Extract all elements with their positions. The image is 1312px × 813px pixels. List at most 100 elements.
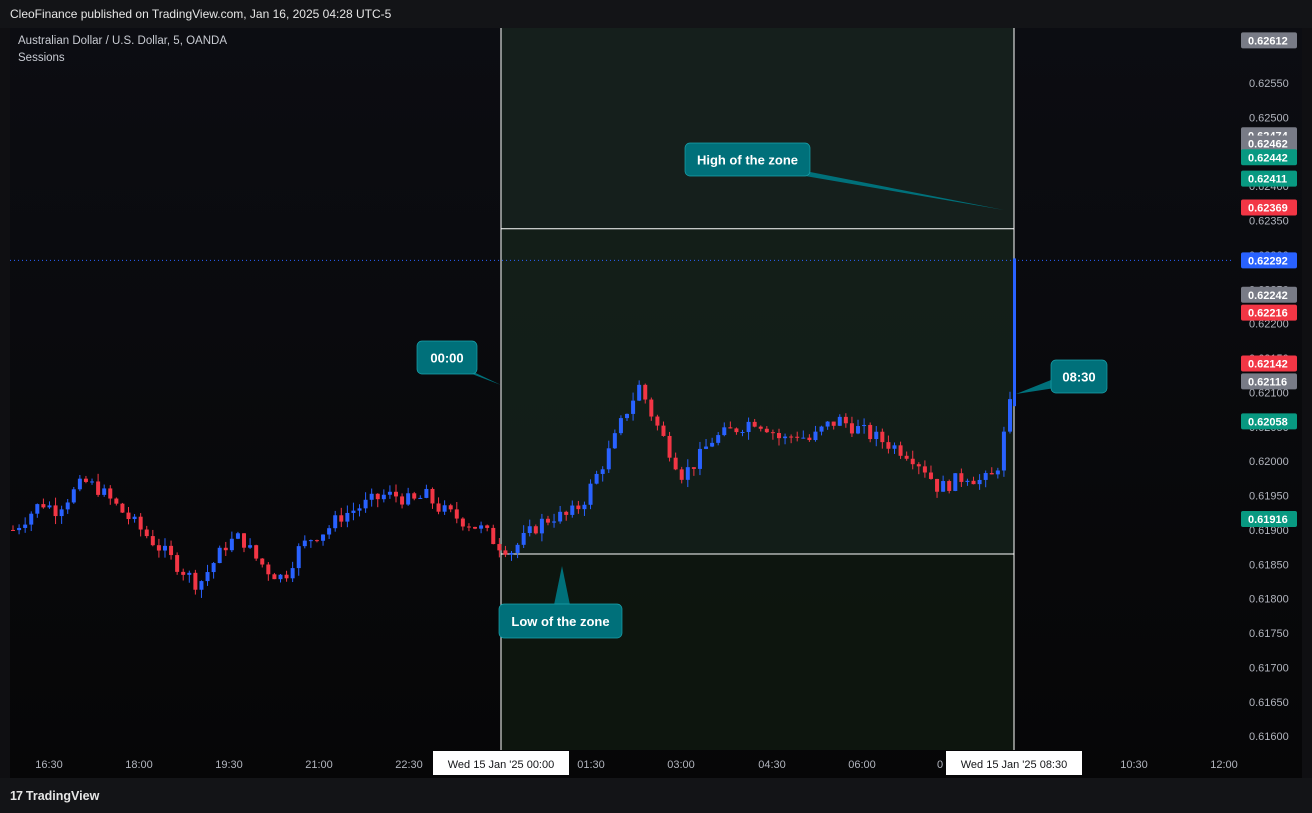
candle-body — [752, 421, 757, 427]
candle-body — [479, 525, 484, 529]
candle-body — [874, 431, 879, 440]
footer-bar: 17 TradingView — [0, 778, 1312, 813]
candle-body — [625, 413, 630, 419]
candle-body — [868, 424, 873, 440]
candle-body — [801, 437, 806, 439]
candle-body — [880, 431, 885, 443]
candle-body — [989, 473, 994, 475]
candle-body — [448, 505, 453, 510]
candle-body — [254, 545, 259, 559]
candle-body — [819, 426, 824, 432]
x-axis-tick-label: 18:00 — [125, 759, 153, 771]
candle-body — [473, 526, 478, 529]
candle-body — [886, 442, 891, 449]
candle-body — [242, 533, 247, 548]
chart-pane[interactable]: 0.625500.625000.624500.624000.623500.623… — [10, 28, 1302, 778]
candle-body — [71, 489, 76, 503]
start-time-callout: 00:00 — [430, 351, 463, 366]
low-zone-callout-box — [498, 603, 623, 639]
candle-body — [892, 445, 897, 449]
candle-body — [491, 527, 496, 545]
y-axis-tick-label: 0.61850 — [1249, 559, 1289, 571]
y-axis-tick-label: 0.62550 — [1249, 78, 1289, 90]
y-axis-tick-label: 0.62100 — [1249, 387, 1289, 399]
candle-body — [53, 505, 58, 517]
candle-body — [260, 558, 265, 565]
price-tag — [1241, 252, 1297, 269]
high-zone-callout-box — [684, 142, 811, 177]
tradingview-logo-icon: 17 — [10, 789, 23, 803]
candle-body — [612, 433, 617, 449]
low-zone-callout: Low of the zone — [511, 614, 609, 629]
price-tag-label: 0.62142 — [1248, 359, 1288, 371]
candle-body — [144, 529, 149, 537]
x-axis-tick-label: 19:30 — [215, 759, 243, 771]
y-axis-tick-label: 0.61800 — [1249, 594, 1289, 606]
zone-end-time-label-box — [946, 751, 1082, 775]
indicator-legend[interactable]: Sessions — [18, 52, 65, 64]
candle-body — [199, 581, 204, 590]
symbol-legend[interactable]: Australian Dollar / U.S. Dollar, 5, OAND… — [18, 35, 227, 47]
price-tag-label: 0.62058 — [1248, 416, 1288, 428]
zone-start-time-label: Wed 15 Jan '25 00:00 — [448, 759, 554, 771]
price-tag — [1241, 286, 1297, 303]
candle-body — [697, 448, 702, 469]
candle-body — [1001, 431, 1006, 471]
tradingview-logo[interactable]: 17 TradingView — [10, 789, 99, 803]
price-tag — [1241, 32, 1297, 49]
candle-body — [266, 564, 271, 575]
y-axis-tick-label: 0.61700 — [1249, 662, 1289, 674]
candle-body — [564, 511, 569, 515]
candle-body — [716, 435, 721, 443]
candle-body — [783, 436, 788, 439]
candle-body — [655, 416, 660, 426]
end-time-callout-box — [1050, 359, 1108, 394]
brand-label: TradingView — [25, 789, 100, 803]
candle-body — [898, 445, 903, 456]
x-axis-tick-label: 12:00 — [1210, 759, 1238, 771]
candle-body — [631, 400, 636, 414]
candle-body — [150, 536, 155, 546]
candle-body — [521, 532, 526, 545]
candle-body — [96, 481, 101, 495]
price-tag — [1241, 355, 1297, 372]
candle-body — [643, 384, 648, 400]
price-chart[interactable]: 0.625500.625000.624500.624000.623500.623… — [10, 28, 1302, 778]
candle-body — [454, 509, 459, 519]
y-axis-tick-label: 0.61600 — [1249, 731, 1289, 743]
candle-body — [764, 428, 769, 433]
candle-body — [758, 426, 763, 429]
candle-body — [941, 481, 946, 492]
candle-body — [126, 512, 131, 520]
candle-body — [211, 563, 216, 573]
candle-body — [65, 502, 70, 510]
candle-body — [831, 421, 836, 426]
candle-body — [509, 552, 514, 555]
y-axis-tick-label: 0.61950 — [1249, 491, 1289, 503]
candle-body — [497, 544, 502, 551]
candle-body — [570, 505, 575, 515]
y-axis-tick-label: 0.62000 — [1249, 456, 1289, 468]
candle-body — [685, 467, 690, 480]
candle-body — [333, 515, 338, 529]
candle-body — [679, 469, 684, 480]
candle-body — [132, 516, 137, 520]
candle-body — [327, 528, 332, 535]
candle-body — [17, 527, 22, 531]
start-time-callout-box — [416, 340, 478, 375]
price-tag-label: 0.62292 — [1248, 255, 1288, 267]
candle-body — [600, 469, 605, 474]
candle-body — [339, 515, 344, 522]
candle-body — [77, 478, 82, 490]
candle-body — [181, 571, 186, 575]
end-time-callout: 08:30 — [1062, 370, 1095, 385]
y-axis-tick-label: 0.61900 — [1249, 525, 1289, 537]
price-tag-label: 0.62242 — [1248, 290, 1288, 302]
candle-body — [843, 416, 848, 424]
price-tag-label: 0.62116 — [1248, 376, 1287, 388]
candle-body — [187, 572, 192, 575]
price-tag-label: 0.62369 — [1248, 202, 1288, 214]
candle-body — [661, 425, 666, 436]
candle-body — [618, 418, 623, 434]
candle-body — [114, 498, 119, 504]
